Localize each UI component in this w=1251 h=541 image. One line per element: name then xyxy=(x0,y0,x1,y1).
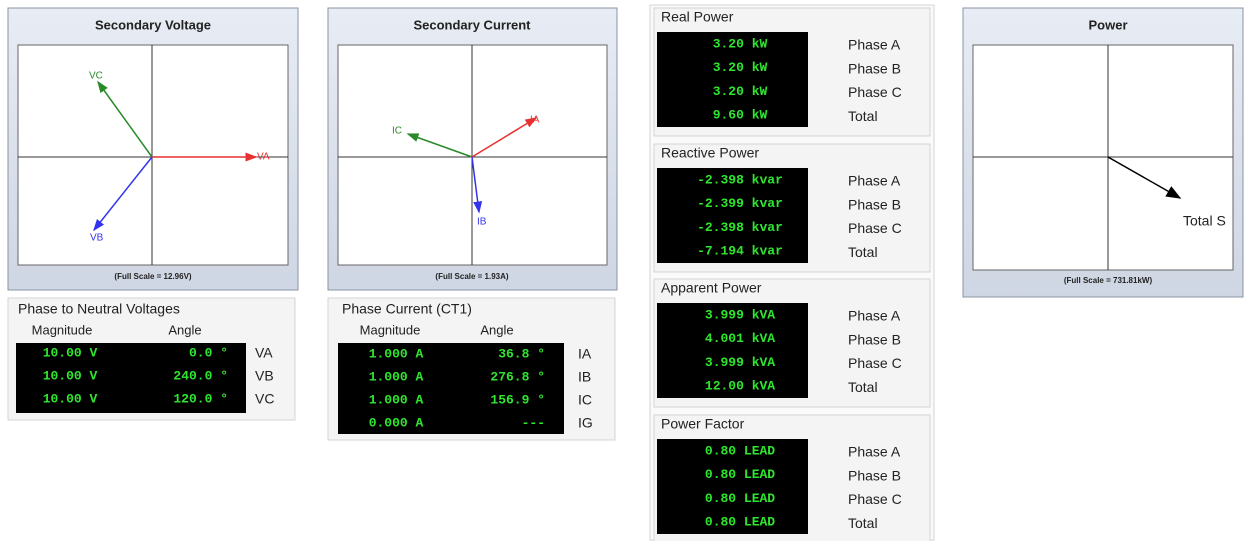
reading: 12.00 kVA xyxy=(705,379,775,394)
full-scale: (Full Scale = 12.96V) xyxy=(114,272,191,281)
reading: 4.001 kVA xyxy=(705,331,775,346)
angle: 240.0 ° xyxy=(173,368,228,383)
phase-label: VC xyxy=(255,391,274,407)
phase-label: Phase B xyxy=(848,60,901,76)
reading: 3.20 kW xyxy=(713,60,768,75)
readouts: Phase to Neutral Voltages Magnitude Angle 1… xyxy=(7,4,935,541)
reading: 0.80 LEAD xyxy=(705,467,775,482)
group-title: Power Factor xyxy=(661,416,745,432)
phase-label: Phase C xyxy=(848,84,902,100)
panel-title: Secondary Voltage xyxy=(95,17,211,32)
group-title: Reactive Power xyxy=(661,145,759,161)
current-phasor-panel: Secondary Current IA IB IC (Full Scale =… xyxy=(327,7,618,291)
lcd-display xyxy=(16,343,246,413)
group-title: Phase Current (CT1) xyxy=(342,301,472,317)
phase-label: Total xyxy=(848,244,878,260)
phase-label: Phase A xyxy=(848,173,901,189)
column-header: Magnitude xyxy=(360,322,421,337)
reading: 0.80 LEAD xyxy=(705,443,775,458)
reading: 9.60 kW xyxy=(713,108,768,123)
reading: 3.20 kW xyxy=(713,84,768,99)
phase-label: Total xyxy=(848,379,878,395)
magnitude: 1.000 A xyxy=(369,392,424,407)
group-title: Apparent Power xyxy=(661,280,762,296)
phase-label: Phase C xyxy=(848,220,902,236)
vector-label: IB xyxy=(477,217,487,228)
panel-title: Secondary Current xyxy=(413,17,531,32)
vector-label: Total S xyxy=(1183,213,1226,229)
vector-label: VB xyxy=(90,233,104,244)
reading: -2.399 kvar xyxy=(697,196,783,211)
phase-label: Phase B xyxy=(848,467,901,483)
angle: --- xyxy=(522,415,545,430)
phase-label: Phase A xyxy=(848,444,901,460)
group-title: Phase to Neutral Voltages xyxy=(18,301,180,317)
phase-label: Phase C xyxy=(848,355,902,371)
phase-label: Phase C xyxy=(848,491,902,507)
reading: -2.398 kvar xyxy=(697,172,783,187)
column-header: Angle xyxy=(168,322,201,337)
group-title: Real Power xyxy=(661,9,734,25)
phase-label: Phase B xyxy=(848,331,901,347)
column-header: Angle xyxy=(480,322,513,337)
magnitude: 10.00 V xyxy=(43,368,98,383)
angle: 156.9 ° xyxy=(490,392,545,407)
phase-label: Total xyxy=(848,515,878,531)
lcd-display xyxy=(657,303,808,398)
panel-title: Power xyxy=(1088,17,1127,32)
angle: 120.0 ° xyxy=(173,391,228,406)
angle: 0.0 ° xyxy=(189,345,228,360)
phase-label: IB xyxy=(578,369,591,385)
magnitude: 10.00 V xyxy=(43,345,98,360)
lcd-display xyxy=(657,439,808,534)
vector-label: IA xyxy=(530,115,540,126)
reading: 3.999 kVA xyxy=(705,355,775,370)
phase-label: IG xyxy=(578,415,593,431)
lcd-display xyxy=(657,32,808,127)
power-phasor-panel: Power Total S (Full Scale = 731.81kW) xyxy=(962,7,1244,298)
reading: 0.80 LEAD xyxy=(705,515,775,530)
magnitude: 1.000 A xyxy=(369,346,424,361)
reading: 3.999 kVA xyxy=(705,307,775,322)
lcd-display xyxy=(338,343,564,434)
angle: 36.8 ° xyxy=(498,346,545,361)
vector-label: VC xyxy=(89,71,103,82)
phase-label: Phase A xyxy=(848,37,901,53)
magnitude: 1.000 A xyxy=(369,369,424,384)
magnitude: 10.00 V xyxy=(43,391,98,406)
reading: 3.20 kW xyxy=(713,36,768,51)
lcd-display xyxy=(657,168,808,263)
reading: 0.80 LEAD xyxy=(705,491,775,506)
magnitude: 0.000 A xyxy=(369,415,424,430)
vector-label: IC xyxy=(392,126,402,137)
reading: -2.398 kvar xyxy=(697,220,783,235)
full-scale: (Full Scale = 731.81kW) xyxy=(1064,276,1153,285)
phase-label: IC xyxy=(578,392,592,408)
angle: 276.8 ° xyxy=(490,369,545,384)
column-header: Magnitude xyxy=(32,322,93,337)
phase-label: IA xyxy=(578,346,592,362)
full-scale: (Full Scale = 1.93A) xyxy=(435,272,508,281)
phase-label: Total xyxy=(848,108,878,124)
vector-label: VA xyxy=(257,152,270,163)
voltage-phasor-panel: Secondary Voltage VA VB VC (Full Scale =… xyxy=(7,7,299,291)
phase-label: Phase B xyxy=(848,196,901,212)
phase-label: VB xyxy=(255,368,274,384)
reading: -7.194 kvar xyxy=(697,244,783,259)
phase-label: Phase A xyxy=(848,308,901,324)
phase-label: VA xyxy=(255,345,273,361)
